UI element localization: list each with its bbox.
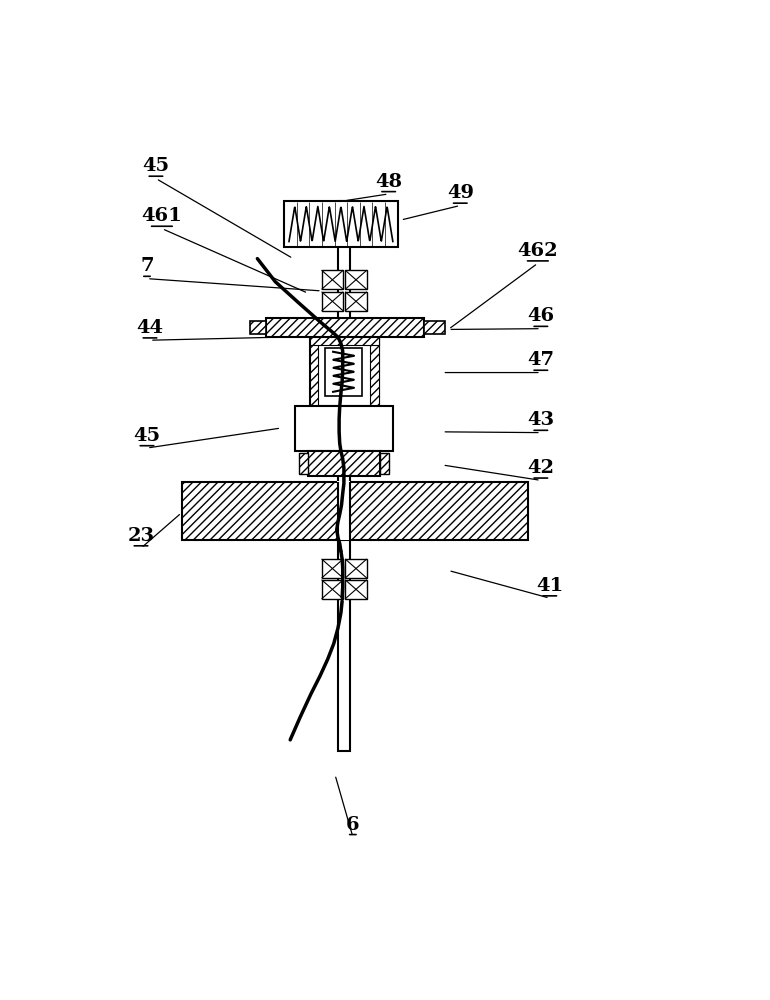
Bar: [380, 453, 389, 474]
Text: 41: 41: [536, 577, 564, 595]
Bar: [266, 318, 424, 337]
Bar: [322, 580, 343, 599]
Bar: [338, 201, 350, 751]
Bar: [322, 559, 343, 578]
Bar: [322, 292, 343, 311]
Text: 48: 48: [375, 173, 402, 191]
Text: 7: 7: [140, 257, 154, 275]
Bar: [337, 481, 350, 540]
Bar: [250, 321, 266, 334]
Text: 47: 47: [527, 351, 554, 369]
Text: 43: 43: [527, 411, 554, 429]
Bar: [182, 482, 527, 540]
Text: 23: 23: [128, 527, 155, 545]
Bar: [310, 337, 379, 406]
Bar: [345, 580, 367, 599]
Text: 44: 44: [136, 319, 163, 337]
Bar: [370, 337, 379, 406]
Bar: [345, 292, 367, 311]
Text: 49: 49: [447, 184, 474, 202]
Text: 46: 46: [527, 307, 554, 325]
Bar: [325, 348, 363, 396]
Bar: [424, 321, 445, 334]
Text: 6: 6: [346, 816, 360, 834]
Text: 45: 45: [133, 427, 160, 445]
Bar: [310, 337, 318, 406]
Text: 45: 45: [142, 157, 169, 175]
Bar: [308, 451, 380, 476]
Bar: [284, 201, 397, 247]
Bar: [299, 453, 308, 474]
Bar: [345, 559, 367, 578]
Bar: [322, 270, 343, 289]
Text: 42: 42: [527, 459, 554, 477]
Bar: [310, 337, 379, 345]
Bar: [345, 270, 367, 289]
Text: 462: 462: [517, 242, 558, 260]
Bar: [295, 406, 393, 451]
Text: 461: 461: [142, 207, 182, 225]
